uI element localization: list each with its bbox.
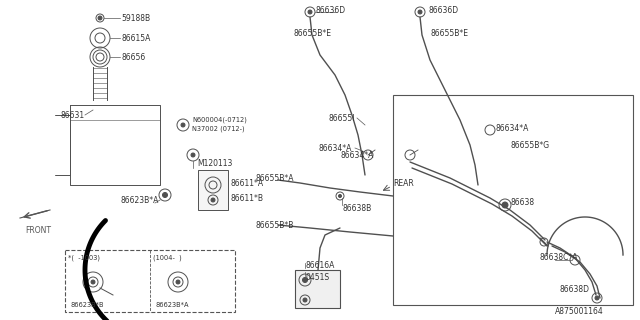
Circle shape bbox=[303, 277, 307, 283]
Bar bbox=[295, 270, 340, 308]
Text: 86634*A: 86634*A bbox=[318, 143, 351, 153]
Text: 86655B*E: 86655B*E bbox=[430, 28, 468, 37]
Text: 86634*A: 86634*A bbox=[495, 124, 529, 132]
Text: 86623B*A: 86623B*A bbox=[120, 196, 158, 204]
Circle shape bbox=[191, 153, 195, 157]
Text: 86655B*G: 86655B*G bbox=[510, 140, 549, 149]
Circle shape bbox=[303, 298, 307, 302]
Circle shape bbox=[595, 296, 599, 300]
Text: 59188B: 59188B bbox=[121, 13, 150, 22]
Circle shape bbox=[308, 10, 312, 14]
Text: A875001164: A875001164 bbox=[555, 308, 604, 316]
Text: *(  -1003): *( -1003) bbox=[68, 255, 100, 261]
Text: N37002 (0712-): N37002 (0712-) bbox=[192, 126, 244, 132]
Circle shape bbox=[163, 193, 168, 197]
Text: 86655B*A: 86655B*A bbox=[255, 173, 294, 182]
Text: (1004-  ): (1004- ) bbox=[153, 255, 182, 261]
Text: 86611*B: 86611*B bbox=[230, 194, 263, 203]
Circle shape bbox=[502, 202, 508, 208]
Text: 86615A: 86615A bbox=[121, 34, 150, 43]
Circle shape bbox=[418, 10, 422, 14]
Circle shape bbox=[181, 123, 185, 127]
Text: M120113: M120113 bbox=[197, 158, 232, 167]
Text: 86623B*B: 86623B*B bbox=[70, 302, 104, 308]
Circle shape bbox=[98, 16, 102, 20]
Text: 86616A: 86616A bbox=[305, 260, 334, 269]
Circle shape bbox=[91, 280, 95, 284]
Text: FRONT: FRONT bbox=[25, 226, 51, 235]
Text: 86638: 86638 bbox=[510, 197, 534, 206]
Text: N600004(-0712): N600004(-0712) bbox=[192, 117, 247, 123]
Text: 86655B*E: 86655B*E bbox=[293, 28, 331, 37]
Circle shape bbox=[339, 195, 342, 197]
Text: 86656: 86656 bbox=[121, 52, 145, 61]
Text: 86638D: 86638D bbox=[560, 285, 590, 294]
Text: 86631: 86631 bbox=[60, 110, 84, 119]
Bar bbox=[393, 95, 633, 305]
Text: 86611*A: 86611*A bbox=[230, 179, 263, 188]
Text: 86636D: 86636D bbox=[315, 5, 345, 14]
Circle shape bbox=[176, 280, 180, 284]
Text: 86655B*B: 86655B*B bbox=[255, 220, 293, 229]
Text: 86638C*A: 86638C*A bbox=[540, 253, 579, 262]
Text: REAR: REAR bbox=[393, 179, 413, 188]
Text: 86655I: 86655I bbox=[328, 114, 355, 123]
Text: 86638B: 86638B bbox=[342, 204, 371, 212]
Bar bbox=[65, 250, 235, 312]
Text: 86636D: 86636D bbox=[428, 5, 458, 14]
Text: 86634*A: 86634*A bbox=[340, 150, 373, 159]
Text: 0451S: 0451S bbox=[305, 274, 329, 283]
Bar bbox=[198, 170, 228, 210]
Text: 86623B*A: 86623B*A bbox=[155, 302, 189, 308]
Circle shape bbox=[211, 198, 215, 202]
